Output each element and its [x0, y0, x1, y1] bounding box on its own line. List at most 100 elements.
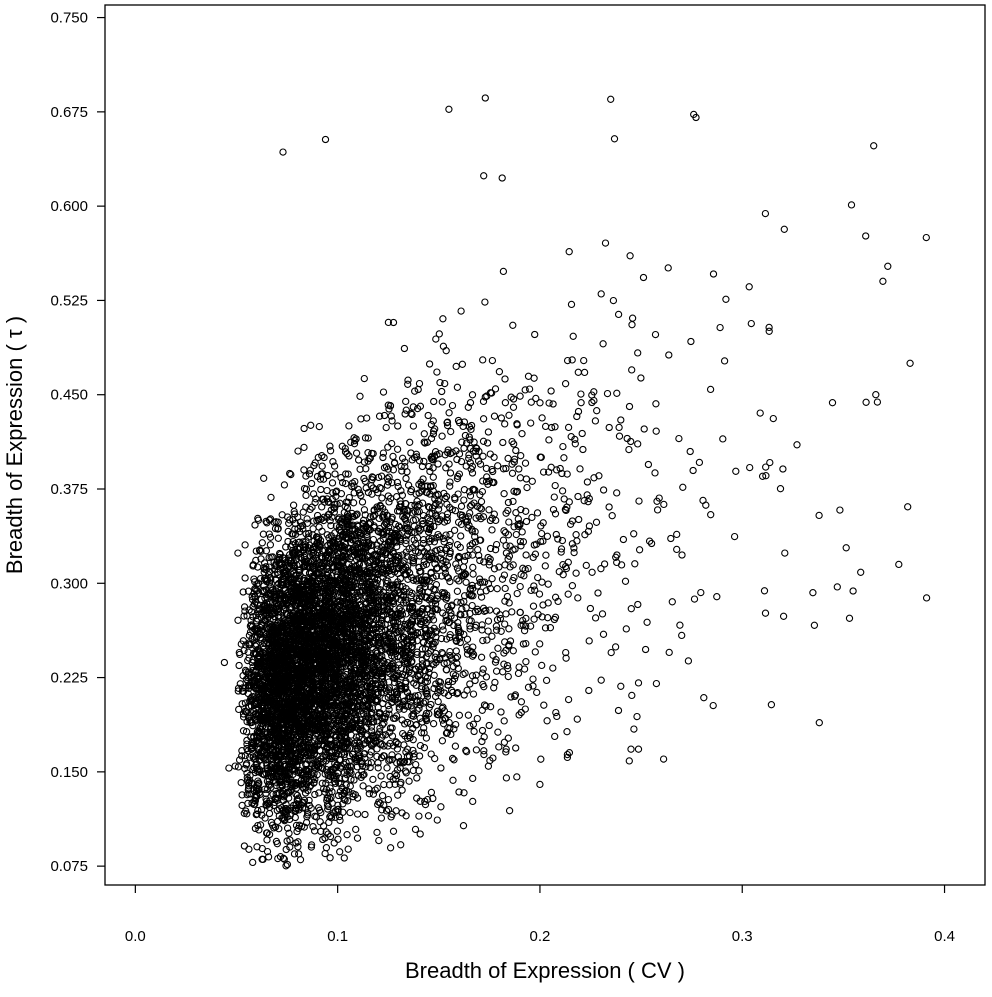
data-point — [488, 356, 497, 365]
data-point — [559, 442, 567, 451]
data-point — [521, 386, 529, 394]
data-point — [420, 744, 429, 752]
data-point — [595, 472, 603, 480]
data-point — [309, 823, 317, 831]
data-point — [568, 356, 576, 364]
data-point — [429, 417, 437, 425]
data-point — [482, 464, 491, 473]
data-point — [522, 551, 530, 559]
data-point — [392, 530, 400, 538]
data-point — [591, 417, 600, 425]
data-point — [371, 786, 379, 794]
data-point — [539, 601, 547, 609]
data-point — [394, 422, 402, 430]
data-point — [746, 463, 754, 472]
data-point — [538, 613, 546, 621]
data-point — [392, 807, 400, 815]
data-point — [491, 678, 499, 687]
data-point — [486, 606, 494, 614]
data-point — [357, 415, 365, 423]
data-point — [378, 792, 387, 800]
data-point — [709, 270, 718, 278]
data-point — [452, 720, 460, 729]
data-point — [427, 434, 436, 443]
data-point — [317, 485, 325, 494]
data-point — [598, 610, 607, 618]
data-point — [573, 537, 581, 545]
data-point — [607, 648, 615, 657]
data-point — [614, 310, 623, 319]
data-point — [665, 351, 673, 359]
data-point — [361, 810, 369, 819]
data-point — [405, 777, 413, 785]
data-point — [466, 680, 474, 688]
data-point — [564, 695, 573, 704]
data-point — [481, 393, 489, 401]
data-point — [352, 825, 360, 834]
data-point — [425, 669, 433, 677]
data-point — [545, 436, 553, 444]
data-point — [634, 600, 642, 609]
data-point — [439, 315, 447, 323]
data-point — [344, 470, 352, 478]
data-point — [484, 762, 493, 770]
data-point — [479, 636, 487, 645]
data-point — [438, 572, 446, 580]
data-point — [558, 469, 566, 478]
data-point — [500, 717, 508, 725]
data-point — [501, 399, 510, 407]
data-point — [569, 332, 577, 340]
data-point — [776, 485, 785, 493]
data-point — [272, 837, 281, 846]
data-point — [515, 711, 523, 719]
data-point — [457, 457, 466, 466]
data-point — [621, 577, 630, 585]
data-point — [353, 834, 362, 842]
data-point — [528, 477, 536, 485]
data-point — [235, 661, 243, 670]
data-point — [512, 744, 520, 752]
data-point — [436, 378, 444, 387]
data-point — [398, 786, 406, 794]
data-point — [397, 462, 405, 471]
data-point — [407, 488, 415, 496]
data-point — [421, 797, 429, 806]
data-point — [373, 828, 381, 837]
data-point — [563, 753, 572, 762]
data-point — [538, 414, 546, 422]
data-point — [431, 754, 439, 763]
data-point — [496, 614, 505, 623]
data-point — [457, 502, 466, 510]
data-point — [471, 533, 479, 541]
data-point — [484, 428, 493, 436]
data-point — [306, 505, 314, 514]
data-point — [384, 478, 392, 486]
data-point — [384, 805, 393, 814]
data-point — [257, 555, 265, 563]
data-point — [480, 172, 488, 180]
data-point — [603, 389, 612, 398]
data-point — [531, 586, 539, 594]
data-point — [687, 337, 695, 346]
data-point — [294, 843, 302, 851]
data-point — [505, 518, 513, 526]
data-point — [469, 797, 477, 806]
data-point — [567, 300, 576, 309]
data-point — [252, 547, 260, 555]
data-point — [651, 330, 660, 339]
data-point — [529, 602, 538, 610]
data-point — [613, 389, 621, 397]
data-point — [564, 423, 573, 432]
data-point — [862, 232, 870, 240]
data-point — [537, 529, 546, 538]
data-point — [456, 543, 464, 552]
data-point — [441, 379, 449, 388]
data-point — [329, 458, 337, 466]
data-point — [373, 784, 381, 792]
data-point — [451, 742, 460, 750]
data-point — [522, 507, 530, 515]
data-point — [766, 458, 774, 467]
data-point — [625, 757, 633, 765]
data-point — [690, 595, 699, 603]
